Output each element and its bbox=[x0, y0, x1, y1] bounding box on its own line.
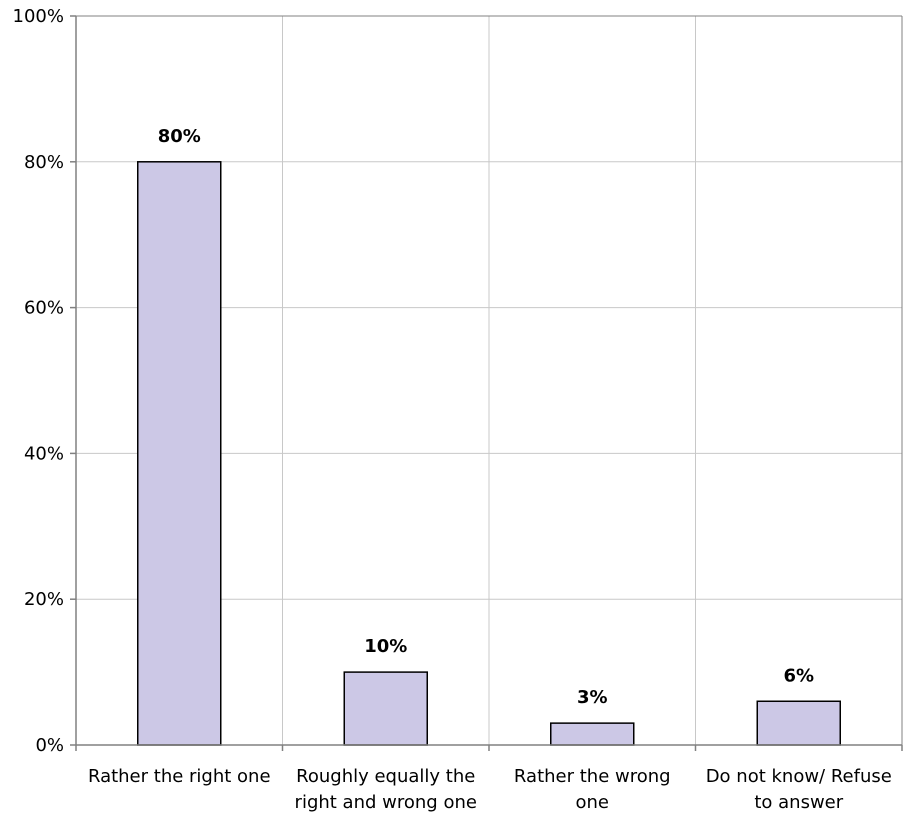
data-label: 80% bbox=[158, 126, 201, 147]
axes bbox=[70, 15, 903, 751]
y-tick-label: 60% bbox=[24, 298, 64, 319]
data-label: 6% bbox=[783, 665, 814, 686]
data-label: 3% bbox=[577, 687, 608, 708]
bar bbox=[137, 161, 222, 746]
y-tick-label: 100% bbox=[13, 6, 64, 27]
x-tick-label: Rather the wrong one bbox=[514, 766, 671, 813]
bar bbox=[343, 671, 428, 746]
y-tick-label: 40% bbox=[24, 443, 64, 464]
bars bbox=[137, 161, 841, 746]
bar bbox=[550, 722, 635, 746]
data-label: 10% bbox=[364, 636, 407, 657]
x-tick-label: Rather the right one bbox=[88, 766, 271, 787]
x-tick-label: Roughly equally the right and wrong one bbox=[295, 766, 477, 813]
y-tick-label: 0% bbox=[35, 735, 64, 756]
y-tick-label: 20% bbox=[24, 589, 64, 610]
x-tick-label: Do not know/ Refuse to answer bbox=[706, 766, 892, 813]
bar bbox=[756, 700, 841, 746]
y-tick-label: 80% bbox=[24, 152, 64, 173]
labels: 80% 10% 3% 6% 0% 20% 40% 60% 80% 100% Rather the r… bbox=[13, 6, 892, 813]
